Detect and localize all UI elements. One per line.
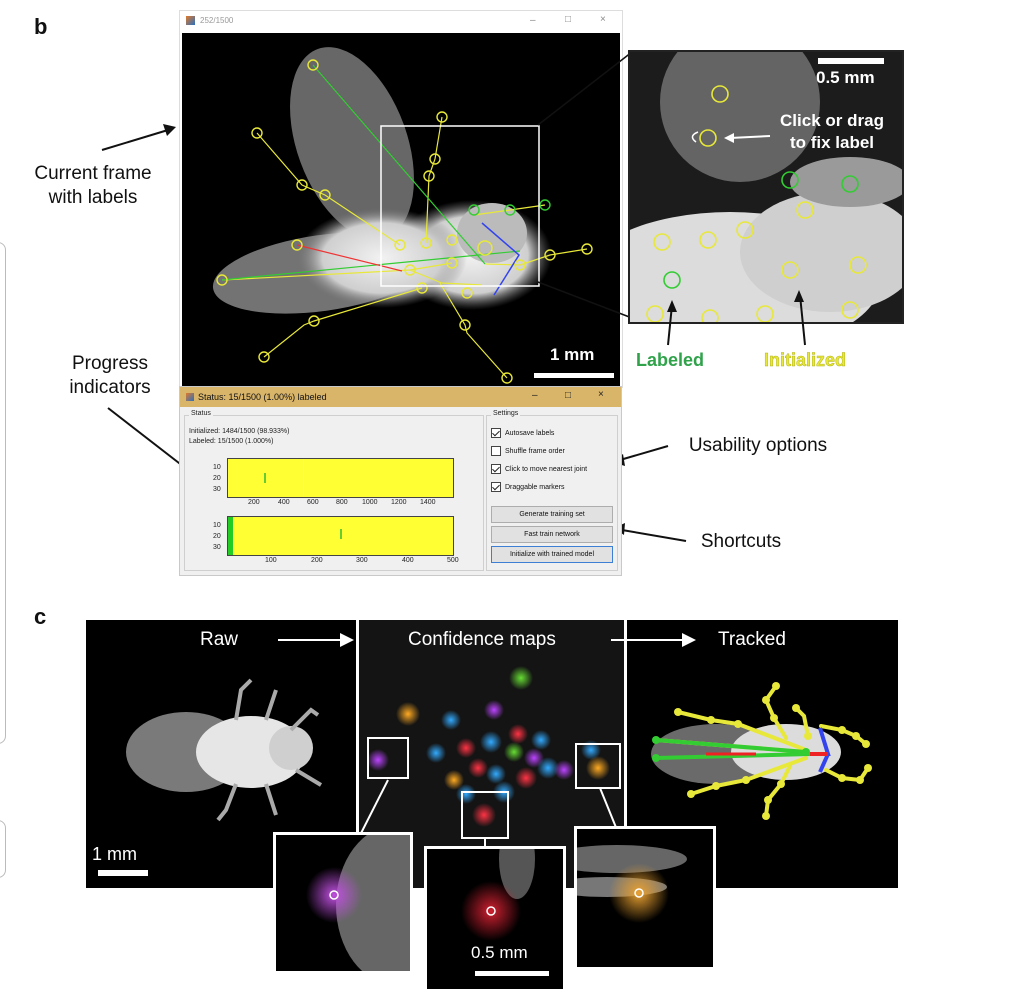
label-confidence: Confidence maps	[408, 629, 556, 650]
chart2-xtick: 300	[356, 557, 368, 564]
chart1-xtick: 1400	[420, 499, 436, 506]
generate-training-set-button[interactable]: Generate training set	[491, 506, 613, 523]
scale-bar-c	[98, 870, 148, 876]
chart1-ytick-30: 30	[213, 486, 221, 493]
label-tracked: Tracked	[718, 629, 786, 650]
markers	[216, 59, 593, 384]
left-wing	[290, 47, 414, 239]
settings-group-label: Settings	[491, 410, 521, 417]
chart2-xtick: 200	[311, 557, 323, 564]
chart2-ytick-30: 30	[213, 544, 221, 551]
matlab-icon	[186, 393, 194, 401]
scale-label-inset: 0.5 mm	[471, 943, 528, 962]
chart2-xtick: 400	[402, 557, 414, 564]
annotation-current-frame: Current frame with labels	[34, 163, 152, 208]
checkbox-label: Click to move nearest joint	[505, 465, 588, 473]
progress-chart-1	[227, 458, 454, 498]
chart2-ytick-20: 20	[213, 533, 221, 540]
annotation-shortcuts: Shortcuts	[700, 531, 782, 552]
labeling-window: 252/1500 – □ ×	[179, 10, 623, 388]
current-frame-view[interactable]: 1 mm	[182, 33, 620, 387]
status-minimize-button[interactable]: –	[532, 390, 538, 401]
checkbox-icon[interactable]	[491, 464, 501, 474]
labeled-line: Labeled: 15/1500 (1.000%)	[189, 438, 274, 445]
zoom-region-box	[380, 125, 540, 287]
labeling-window-title: 252/1500	[200, 16, 234, 25]
fly-frame-svg	[212, 47, 614, 384]
minimize-button[interactable]: –	[530, 15, 536, 26]
label-raw: Raw	[200, 629, 239, 650]
chart1-xtick: 200	[248, 499, 260, 506]
status-window-titlebar: Status: 15/1500 (1.00%) labeled – □ ×	[180, 387, 621, 407]
chart1-xtick: 1200	[391, 499, 407, 506]
status-maximize-button[interactable]: □	[565, 390, 572, 401]
chart1-xtick: 800	[336, 499, 348, 506]
confidence-blobs	[367, 666, 610, 827]
status-window-title: Status: 15/1500 (1.00%) labeled	[198, 392, 327, 402]
checkbox-label: Draggable markers	[505, 483, 565, 491]
fly-head	[457, 203, 527, 263]
red-skeleton	[296, 244, 403, 272]
labeling-window-titlebar: 252/1500 – □ ×	[180, 11, 622, 33]
panel-c-letter: c	[34, 604, 47, 629]
chart2-ytick-10: 10	[213, 522, 221, 529]
annotation-usability: Usability options	[688, 435, 828, 456]
green-skeleton-1	[312, 64, 486, 265]
settings-group: Settings Autosave labels Shuffle frame o…	[486, 410, 618, 571]
fast-train-network-button[interactable]: Fast train network	[491, 526, 613, 543]
checkbox-click-move[interactable]: Click to move nearest joint	[491, 464, 587, 474]
scale-bar-zoom	[818, 58, 884, 64]
chart1-xtick: 1000	[362, 499, 378, 506]
inset-red: 0.5 mm	[424, 846, 566, 992]
green-skeleton-2	[221, 250, 521, 281]
status-group-label: Status	[189, 410, 213, 417]
checkbox-icon[interactable]	[491, 482, 501, 492]
legend-labeled: Labeled	[636, 350, 705, 370]
checkbox-icon[interactable]	[491, 446, 501, 456]
zoom-svg	[630, 52, 902, 322]
status-window: Status: 15/1500 (1.00%) labeled – □ × St…	[179, 386, 622, 576]
chart1-xtick: 600	[307, 499, 319, 506]
legend-initialized: Initialized	[764, 350, 847, 371]
chart2-xtick: 100	[265, 557, 277, 564]
checkbox-shuffle[interactable]: Shuffle frame order	[491, 446, 565, 456]
initialize-trained-model-button[interactable]: Initialize with trained model	[491, 546, 613, 563]
scale-label-zoom: 0.5 mm	[816, 68, 875, 87]
matlab-icon	[186, 16, 195, 25]
inset-orange	[574, 826, 716, 970]
initialized-line: Initialized: 1484/1500 (98.933%)	[189, 428, 290, 435]
panel-b-letter: b	[34, 14, 48, 39]
blue-skeleton	[481, 222, 520, 296]
status-group: Status Initialized: 1484/1500 (98.933%) …	[184, 410, 484, 571]
inset-purple	[273, 832, 413, 974]
checkbox-autosave[interactable]: Autosave labels	[491, 428, 554, 438]
chart2-xtick: 500	[447, 557, 459, 564]
annotation-progress: Progress indicators	[69, 353, 151, 398]
status-close-button[interactable]: ×	[598, 389, 604, 400]
zoom-panel: 0.5 mm Click or drag to fix label	[628, 50, 904, 324]
scale-bar-main	[534, 373, 614, 378]
checkbox-icon[interactable]	[491, 428, 501, 438]
chart1-xtick: 400	[278, 499, 290, 506]
progress-chart-2	[227, 516, 454, 556]
scale-label-c: 1 mm	[92, 844, 137, 864]
chart1-ytick-20: 20	[213, 475, 221, 482]
chart1-ytick-10: 10	[213, 464, 221, 471]
zoom-callout-text: Click or drag to fix label	[780, 111, 884, 152]
close-button[interactable]: ×	[600, 14, 606, 25]
checkbox-label: Shuffle frame order	[505, 447, 565, 455]
checkbox-label: Autosave labels	[505, 429, 555, 437]
checkbox-draggable[interactable]: Draggable markers	[491, 482, 565, 492]
scale-label-main: 1 mm	[550, 345, 595, 364]
maximize-button[interactable]: □	[565, 14, 572, 25]
callout-arrow	[724, 133, 771, 143]
